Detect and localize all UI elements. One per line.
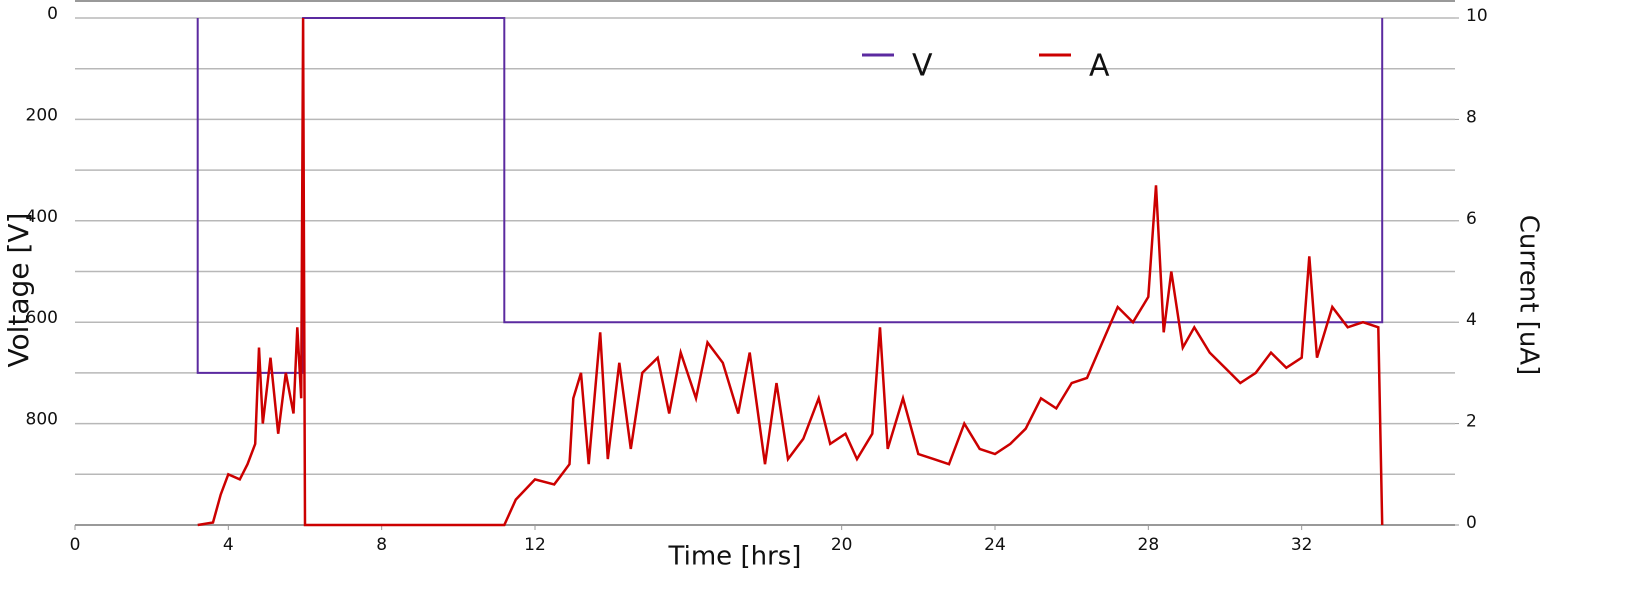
y2-tick-label: 8 [1466,107,1477,127]
series-line [197,17,1384,527]
y2-tick-label: 0 [1466,513,1477,533]
legend-label: A [1089,49,1110,84]
y-tick-label: 0 [47,4,58,24]
y-tick-label: 400 [26,207,58,227]
y2-axis-label: Current [uA] [1514,215,1544,375]
y2-tick-label: 10 [1466,6,1488,26]
y-tick-label: 600 [26,308,58,328]
y2-tick-label: 2 [1466,412,1477,432]
y-tick-label: 800 [26,410,58,430]
x-tick-label: 32 [1291,535,1313,555]
series-line [196,17,1384,374]
x-tick-label: 12 [524,535,546,555]
legend-label: V [912,49,933,84]
x-tick-label: 8 [376,535,387,555]
y2-tick-label: 4 [1466,310,1477,330]
x-tick-label: 4 [223,535,234,555]
x-tick-label: 0 [70,535,81,555]
y2-tick-label: 6 [1466,209,1477,229]
x-tick-label: 20 [831,535,853,555]
x-axis-label: Time [hrs] [668,542,802,572]
y-tick-label: 200 [26,105,58,125]
y-axis-label: Voltage [V] [2,213,35,368]
x-tick-label: 28 [1138,535,1160,555]
x-tick-label: 24 [984,535,1006,555]
